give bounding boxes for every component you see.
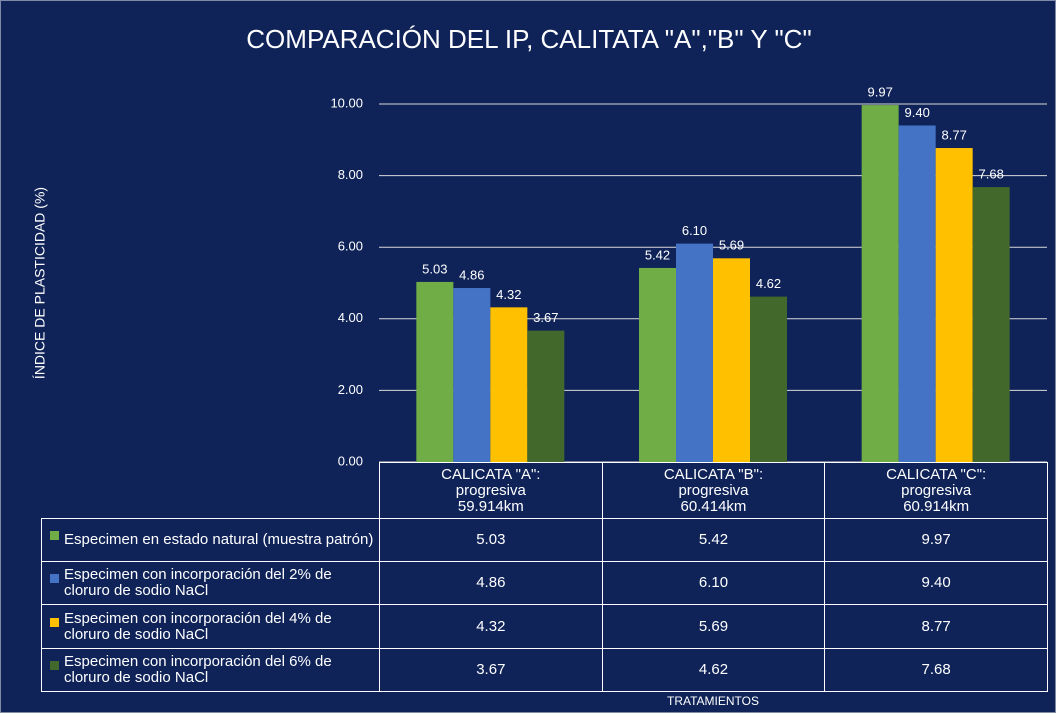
table-value: 4.62 [601,648,826,692]
table-value: 4.32 [379,604,603,649]
category-label: CALICATA "C": progresiva 60.914km [824,462,1048,519]
table-value: 3.67 [379,648,603,692]
data-label: 5.42 [645,247,670,262]
x-axis-title: TRATAMIENTOS [667,694,759,708]
bar [527,330,565,462]
table-value: 5.42 [601,518,826,562]
data-label: 4.32 [496,287,521,302]
bar [453,288,491,462]
table-value: 7.68 [824,648,1048,692]
legend-entry: Especimen con incorporación del 6% de cl… [41,648,380,692]
table-value: 8.77 [824,604,1048,649]
bar [935,148,973,462]
bar [898,125,936,462]
data-label: 4.86 [459,267,484,282]
data-label: 7.68 [979,166,1004,181]
chart-title: COMPARACIÓN DEL IP, CALITATA "A","B" Y "… [246,24,811,54]
data-label: 9.97 [868,85,893,100]
bar [861,105,899,462]
data-label: 5.69 [719,238,744,253]
table-value: 6.10 [601,561,826,605]
bar [713,258,750,462]
y-axis-title: ÍNDICE DE PLASTICIDAD (%) [32,187,48,379]
y-tick-label: 10.00 [330,95,363,110]
category-label: CALICATA "A": progresiva 59.914km [379,462,603,519]
legend-key [50,661,59,670]
data-label: 6.10 [682,223,707,238]
y-tick-label: 4.00 [338,310,363,325]
bar [416,281,454,462]
bar [750,296,787,462]
legend-key [50,531,59,540]
bar [972,187,1010,462]
legend-entry: Especimen en estado natural (muestra pat… [41,518,380,562]
bar [490,307,528,462]
category-label: CALICATA "B": progresiva 60.414km [601,462,826,519]
data-label: 9.40 [905,105,930,120]
table-value: 9.97 [824,518,1048,562]
data-label: 4.62 [756,276,781,291]
table-value: 9.40 [824,561,1048,605]
table-value: 5.03 [379,518,603,562]
table-value: 4.86 [379,561,603,605]
bar [639,267,676,462]
bar [676,243,713,462]
y-tick-label: 0.00 [338,453,363,468]
y-tick-label: 2.00 [338,382,363,397]
data-label: 3.67 [533,310,558,325]
data-label: 8.77 [942,127,967,142]
table-value: 5.69 [601,604,826,649]
y-tick-label: 8.00 [338,167,363,182]
legend-entry: Especimen con incorporación del 2% de cl… [41,561,380,605]
legend-key [50,617,59,627]
data-label: 5.03 [422,261,447,276]
y-tick-label: 6.00 [338,239,363,254]
legend-key [50,574,59,583]
legend-entry: Especimen con incorporación del 4% de cl… [41,604,380,649]
